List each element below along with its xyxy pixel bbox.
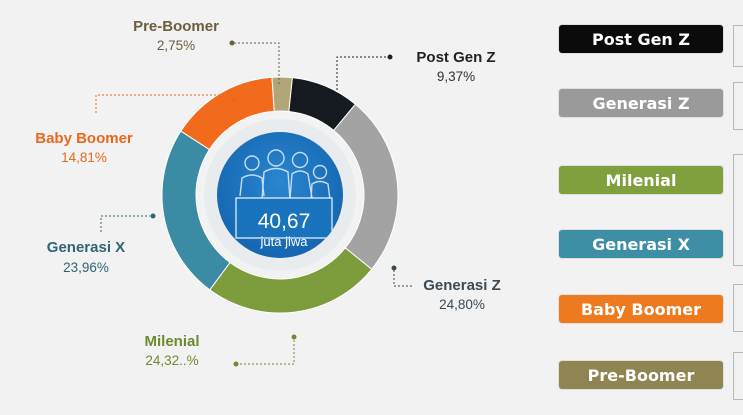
legend-item-baby-boomer: Baby Boomer: [559, 295, 723, 323]
legend-bracket: [733, 352, 743, 400]
legend-bracket: [733, 82, 743, 130]
legend-label: Generasi X: [592, 234, 690, 254]
legend-item-milenial: Milenial: [559, 166, 723, 194]
leader-dot-pre-boomer: [229, 40, 235, 46]
callout-value-baby-boomer: 14,81%: [61, 150, 107, 165]
callout-name-post-gen-z: Post Gen Z: [416, 49, 495, 66]
leader-post-gen-z: [336, 56, 386, 90]
leader-pre-boomer: [234, 42, 280, 86]
family-people-icon: [235, 149, 333, 239]
callout-value-post-gen-z: 9,37%: [437, 69, 475, 84]
legend-label: Milenial: [605, 170, 677, 190]
callout-value-milenial: 24,32..%: [145, 353, 198, 368]
legend-label: Post Gen Z: [591, 29, 690, 49]
callout-name-baby-boomer: Baby Boomer: [35, 130, 133, 147]
leader-milenial: [240, 340, 295, 365]
slice-pre-boomer: [271, 76, 293, 113]
legend-item-generasi-x: Generasi X: [559, 230, 723, 258]
legend-bracket: [733, 154, 743, 266]
callout-value-pre-boomer: 2,75%: [157, 38, 195, 53]
leader-generasi-z: [393, 270, 414, 287]
callout-value-generasi-x: 23,96%: [63, 260, 109, 275]
legend-bracket: [733, 25, 743, 67]
leader-dot-post-gen-z: [387, 54, 393, 60]
leader-dot-milenial: [291, 334, 297, 340]
leader-dot-baby-boomer: [231, 98, 237, 104]
legend-item-generasi-z: Generasi Z: [559, 89, 723, 117]
leader-dot-milenial-end: [233, 361, 239, 367]
center-unit: juta jiwa: [260, 234, 309, 249]
leader-generasi-x: [100, 215, 150, 232]
callout-name-milenial: Milenial: [144, 333, 199, 350]
legend-label: Baby Boomer: [580, 299, 702, 319]
leader-dot-generasi-z: [391, 265, 397, 271]
leader-baby-boomer: [95, 94, 233, 113]
legend-label: Pre-Boomer: [587, 365, 695, 385]
callout-name-generasi-z: Generasi Z: [423, 277, 501, 294]
legend-item-pre-boomer: Pre-Boomer: [559, 361, 723, 389]
legend-label: Generasi Z: [592, 93, 690, 113]
center-value: 40,67: [258, 210, 311, 233]
legend-bracket: [733, 284, 743, 332]
callout-name-generasi-x: Generasi X: [47, 239, 125, 256]
callout-value-generasi-z: 24,80%: [439, 297, 485, 312]
leader-dot-generasi-x: [150, 213, 156, 219]
legend-item-post-gen-z: Post Gen Z: [559, 25, 723, 53]
callout-name-pre-boomer: Pre-Boomer: [133, 18, 219, 35]
